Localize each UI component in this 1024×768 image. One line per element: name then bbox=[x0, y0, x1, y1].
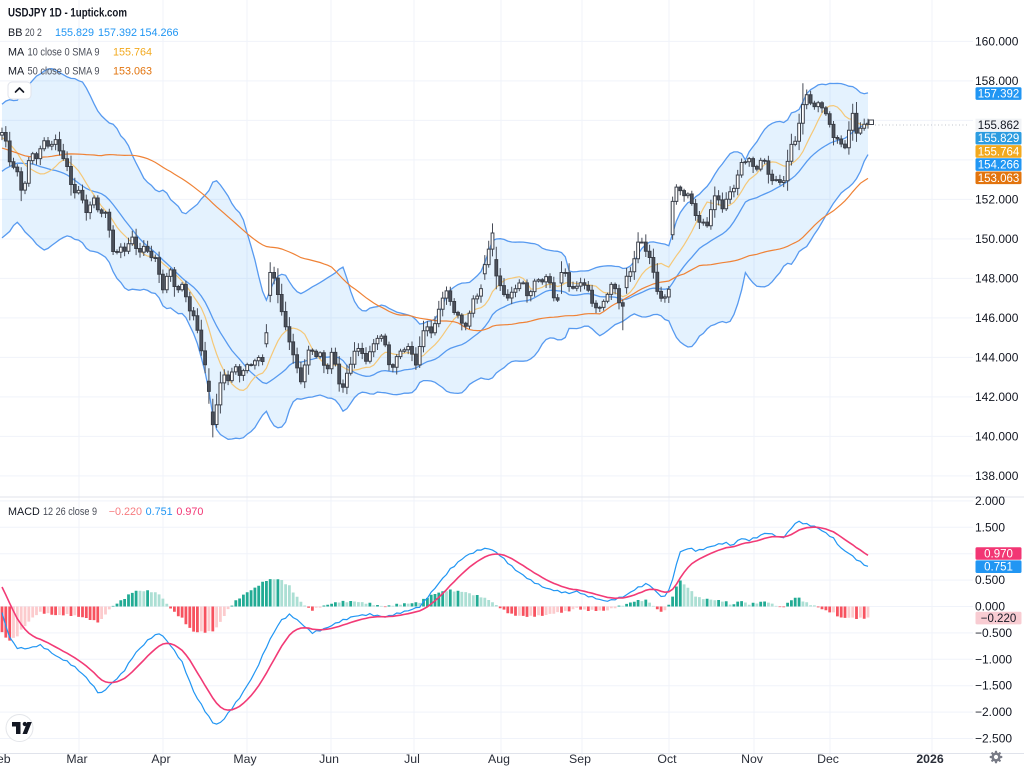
svg-text:Nov: Nov bbox=[741, 752, 764, 766]
svg-text:−0.500: −0.500 bbox=[975, 626, 1012, 640]
svg-text:144.000: 144.000 bbox=[975, 350, 1019, 364]
svg-text:148.000: 148.000 bbox=[975, 271, 1019, 285]
svg-text:155.764: 155.764 bbox=[978, 146, 1020, 158]
svg-text:Mar: Mar bbox=[66, 752, 87, 766]
svg-text:142.000: 142.000 bbox=[975, 390, 1019, 404]
svg-text:Sep: Sep bbox=[569, 752, 591, 766]
svg-text:0.000: 0.000 bbox=[975, 600, 1005, 614]
svg-text:154.266: 154.266 bbox=[978, 160, 1020, 172]
svg-text:0.970: 0.970 bbox=[984, 549, 1013, 561]
svg-text:Dec: Dec bbox=[817, 752, 839, 766]
svg-text:−2.000: −2.000 bbox=[975, 705, 1012, 719]
svg-text:157.392: 157.392 bbox=[978, 89, 1020, 101]
svg-text:2026: 2026 bbox=[916, 752, 944, 766]
svg-text:160.000: 160.000 bbox=[975, 34, 1019, 48]
svg-text:153.063: 153.063 bbox=[978, 173, 1020, 185]
svg-text:Apr: Apr bbox=[151, 752, 170, 766]
svg-text:−0.220: −0.220 bbox=[981, 613, 1017, 625]
svg-text:155.862: 155.862 bbox=[978, 120, 1020, 132]
svg-text:−2.500: −2.500 bbox=[975, 732, 1012, 746]
svg-text:140.000: 140.000 bbox=[975, 429, 1019, 443]
svg-text:155.829: 155.829 bbox=[978, 133, 1020, 145]
svg-text:0.751: 0.751 bbox=[984, 562, 1013, 574]
svg-text:146.000: 146.000 bbox=[975, 311, 1019, 325]
svg-text:150.000: 150.000 bbox=[975, 232, 1019, 246]
svg-text:152.000: 152.000 bbox=[975, 192, 1019, 206]
svg-text:−1.000: −1.000 bbox=[975, 652, 1012, 666]
svg-text:May: May bbox=[233, 752, 257, 766]
svg-text:Jul: Jul bbox=[404, 752, 420, 766]
svg-text:1.500: 1.500 bbox=[975, 520, 1005, 534]
svg-text:0.500: 0.500 bbox=[975, 573, 1005, 587]
svg-text:2.000: 2.000 bbox=[975, 494, 1005, 508]
svg-text:138.000: 138.000 bbox=[975, 469, 1019, 483]
svg-text:Feb: Feb bbox=[0, 752, 11, 766]
svg-text:−1.500: −1.500 bbox=[975, 679, 1012, 693]
svg-text:Oct: Oct bbox=[657, 752, 677, 766]
svg-text:Aug: Aug bbox=[488, 752, 510, 766]
svg-text:Jun: Jun bbox=[319, 752, 339, 766]
svg-text:158.000: 158.000 bbox=[975, 74, 1019, 88]
svg-text:USDJPY 1D - 1uptick.com: USDJPY 1D - 1uptick.com bbox=[8, 6, 127, 20]
